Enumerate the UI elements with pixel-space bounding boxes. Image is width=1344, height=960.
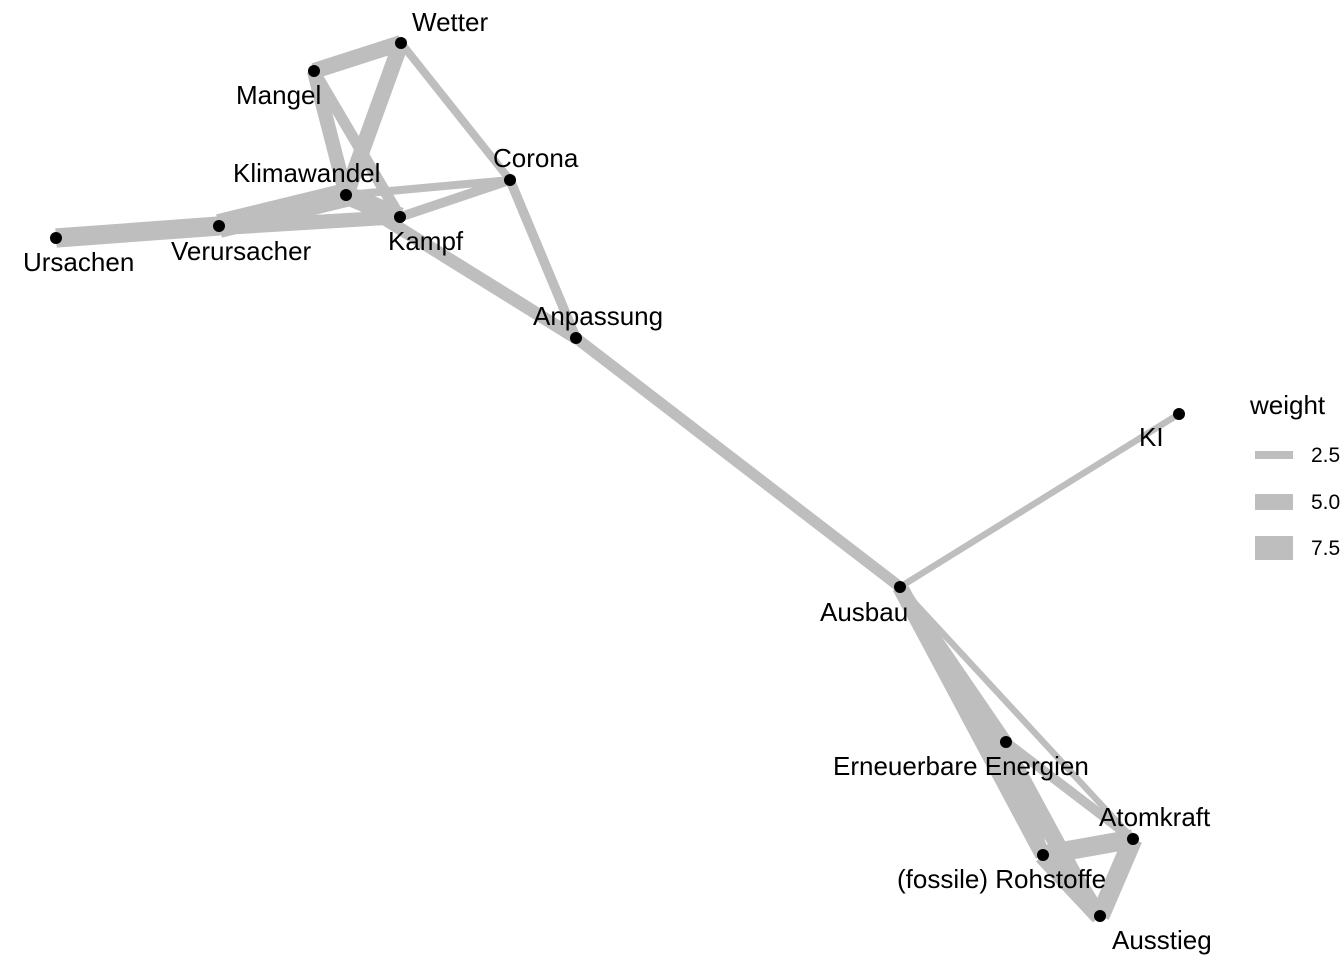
node-label-klimawandel: Klimawandel: [233, 158, 380, 188]
legend: weight 2.5 5.0 7.5: [1249, 390, 1340, 560]
node-ausbau: [894, 581, 906, 593]
node-klimawandel: [340, 189, 352, 201]
edge-mangel-klimawandel: [307, 69, 353, 197]
edge-mangel-wetter: [311, 35, 404, 79]
legend-key-0: [1255, 451, 1293, 459]
labels-layer: Wetter Mangel Corona Klimawandel Kampf Ursach…: [23, 7, 1212, 955]
edge-rohstoffe-atomkraft: [1041, 829, 1135, 865]
node-erneuerbare: [1000, 736, 1012, 748]
edge-anpassung-ausbau: [572, 333, 904, 592]
legend-label-0: 2.5: [1311, 444, 1340, 467]
node-rohstoffe: [1037, 849, 1049, 861]
edge-erneuerbare-atomkraft: [1003, 738, 1136, 843]
node-mangel: [308, 65, 320, 77]
edge-wetter-klimawandel: [338, 40, 409, 198]
node-label-ausbau: Ausbau: [820, 597, 908, 627]
node-kampf: [394, 211, 406, 223]
node-ki: [1173, 408, 1185, 420]
edge-wetter-corona: [397, 40, 514, 183]
node-label-anpassung: Anpassung: [533, 301, 663, 331]
node-ausstieg: [1094, 910, 1106, 922]
edge-kampf-corona: [398, 175, 512, 222]
node-label-ausstieg: Ausstieg: [1112, 925, 1212, 955]
node-ursachen: [50, 232, 62, 244]
node-label-ursachen: Ursachen: [23, 247, 134, 277]
node-label-verursacher: Verursacher: [171, 236, 312, 266]
edge-corona-anpassung: [505, 178, 581, 340]
node-label-mangel: Mangel: [236, 80, 321, 110]
node-anpassung: [570, 332, 582, 344]
edge-klimawandel-anpassung: [342, 189, 580, 344]
legend-key-2: [1255, 536, 1293, 560]
legend-title: weight: [1249, 390, 1326, 420]
edge-rohstoffe-ausstieg: [1035, 848, 1108, 923]
node-label-ki: KI: [1139, 422, 1164, 452]
legend-items: 2.5 5.0 7.5: [1255, 444, 1340, 560]
node-label-wetter: Wetter: [412, 7, 488, 37]
node-atomkraft: [1127, 833, 1139, 845]
legend-label-1: 5.0: [1311, 491, 1340, 514]
edge-ausbau-atomkraft: [897, 584, 1136, 842]
legend-label-2: 7.5: [1311, 537, 1340, 560]
node-label-erneuerbare: Erneuerbare Energien: [833, 751, 1089, 781]
node-label-rohstoffe: (fossile) Rohstoffe: [897, 864, 1106, 894]
edges-layer: [55, 35, 1181, 923]
edge-klimawandel-corona: [345, 176, 511, 199]
node-label-corona: Corona: [493, 143, 579, 173]
node-label-atomkraft: Atomkraft: [1099, 802, 1211, 832]
edge-atomkraft-ausstieg: [1091, 835, 1142, 920]
node-label-kampf: Kampf: [388, 226, 464, 256]
legend-key-1: [1255, 494, 1293, 510]
node-corona: [504, 174, 516, 186]
node-verursacher: [213, 220, 225, 232]
edge-ausbau-ki: [898, 411, 1181, 590]
nodes-layer: [50, 37, 1185, 922]
node-wetter: [395, 37, 407, 49]
edge-verursacher-kampf: [218, 210, 401, 233]
